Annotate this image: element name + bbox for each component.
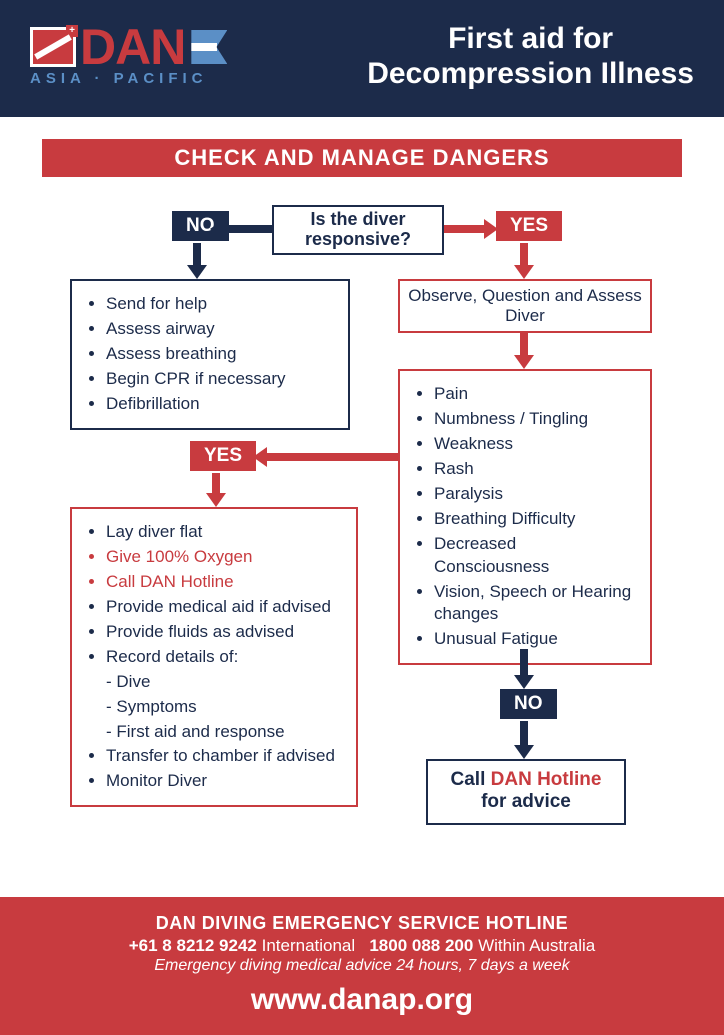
list-item: Send for help (106, 293, 332, 316)
box-symptoms: Pain Numbness / Tingling Weakness Rash P… (398, 369, 652, 665)
list-item: Vision, Speech or Hearing changes (434, 581, 634, 627)
list-item: Lay diver flat (106, 521, 340, 544)
list-item: Breathing Difficulty (434, 508, 634, 531)
page-title: First aid for Decompression Illness (367, 22, 694, 91)
phone-intl-label: International (262, 936, 356, 955)
question-line1: Is the diver (310, 209, 405, 229)
list-item: Monitor Diver (106, 770, 340, 793)
tag-yes-top: YES (496, 211, 562, 241)
list-item: First aid and response (106, 721, 340, 744)
header: + DAN ASIA · PACIFIC First aid for Decom… (0, 0, 724, 117)
list-item: Transfer to chamber if advised (106, 745, 340, 768)
footer-tagline: Emergency diving medical advice 24 hours… (20, 957, 704, 975)
page-title-line2: Decompression Illness (367, 57, 694, 90)
logo-text: DAN (80, 26, 185, 69)
logo: + DAN ASIA · PACIFIC (30, 26, 227, 88)
box-call-hotline: Call DAN Hotline for advice (426, 759, 626, 825)
phone-au: 1800 088 200 (369, 936, 473, 955)
list-item: Begin CPR if necessary (106, 368, 332, 391)
footer-phones: +61 8 8212 9242 International 1800 088 2… (20, 936, 704, 956)
box-no-actions: Send for help Assess airway Assess breat… (70, 279, 350, 430)
list-item: Call DAN Hotline (106, 571, 340, 594)
list-item: Numbness / Tingling (434, 408, 634, 431)
question-responsive: Is the diver responsive? (272, 205, 444, 255)
list-item: Rash (434, 458, 634, 481)
box-treatment: Lay diver flat Give 100% Oxygen Call DAN… (70, 507, 358, 807)
list-item: Record details of: (106, 646, 340, 669)
hotline-post: for advice (481, 791, 571, 812)
plus-icon: + (66, 25, 78, 37)
footer-title: DAN DIVING EMERGENCY SERVICE HOTLINE (20, 913, 704, 934)
list-item: Unusual Fatigue (434, 628, 634, 651)
box-observe: Observe, Question and Assess Diver (398, 279, 652, 333)
tag-yes-mid: YES (190, 441, 256, 471)
list-item: Provide fluids as advised (106, 621, 340, 644)
flowchart: Is the diver responsive? NO YES (42, 177, 682, 897)
observe-text: Observe, Question and Assess Diver (400, 286, 650, 325)
list-item: Pain (434, 383, 634, 406)
list-item: Weakness (434, 433, 634, 456)
list-item: Give 100% Oxygen (106, 546, 340, 569)
list-item: Provide medical aid if advised (106, 596, 340, 619)
list-item: Symptoms (106, 696, 340, 719)
list-item: Defibrillation (106, 393, 332, 416)
pennant-icon (191, 30, 227, 64)
tag-no-bottom: NO (500, 689, 557, 719)
list-item: Decreased Consciousness (434, 533, 634, 579)
hotline-red: DAN Hotline (491, 769, 602, 790)
phone-intl: +61 8 8212 9242 (129, 936, 257, 955)
dive-flag-icon: + (30, 27, 76, 67)
footer: DAN DIVING EMERGENCY SERVICE HOTLINE +61… (0, 897, 724, 1035)
logo-subtitle: ASIA · PACIFIC (30, 70, 227, 87)
hotline-pre: Call (451, 769, 491, 790)
banner-check-dangers: CHECK AND MANAGE DANGERS (42, 139, 682, 177)
question-line2: responsive? (305, 229, 411, 249)
list-item: Assess airway (106, 318, 332, 341)
list-item: Paralysis (434, 483, 634, 506)
list-item: Assess breathing (106, 343, 332, 366)
phone-au-label: Within Australia (478, 936, 595, 955)
page-title-line1: First aid for (448, 22, 613, 55)
list-item: Dive (106, 671, 340, 694)
footer-url: www.danap.org (20, 983, 704, 1017)
